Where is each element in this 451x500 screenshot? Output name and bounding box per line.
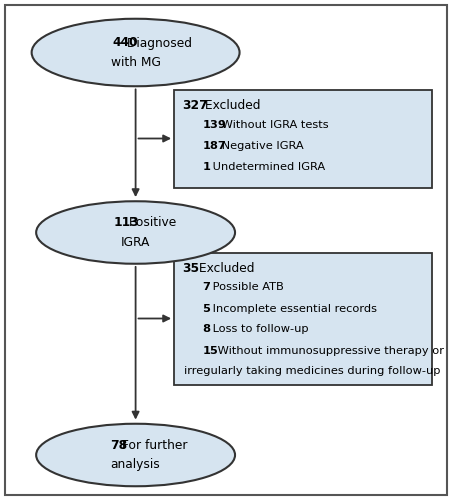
Text: Positive: Positive: [124, 216, 175, 230]
Ellipse shape: [32, 18, 239, 86]
Text: Diagnosed: Diagnosed: [123, 36, 192, 50]
FancyBboxPatch shape: [174, 90, 431, 188]
Text: Without IGRA tests: Without IGRA tests: [218, 120, 328, 130]
FancyBboxPatch shape: [174, 252, 431, 385]
Text: IGRA: IGRA: [121, 236, 150, 248]
Text: 5: 5: [202, 304, 210, 314]
Text: Possible ATB: Possible ATB: [209, 282, 283, 292]
Text: 8: 8: [202, 324, 210, 334]
Text: 139: 139: [202, 120, 226, 130]
Text: with MG: with MG: [110, 56, 160, 68]
Text: irregularly taking medicines during follow-up: irregularly taking medicines during foll…: [184, 366, 440, 376]
Text: Without immunosuppressive therapy or: Without immunosuppressive therapy or: [213, 346, 443, 356]
Text: 35: 35: [182, 262, 199, 274]
Text: 187: 187: [202, 141, 226, 151]
Text: 113: 113: [114, 216, 139, 230]
Text: 327: 327: [182, 99, 207, 112]
Ellipse shape: [36, 424, 235, 486]
Text: Incomplete essential records: Incomplete essential records: [209, 304, 377, 314]
Text: Negative IGRA: Negative IGRA: [218, 141, 303, 151]
Text: 1: 1: [202, 162, 210, 172]
Text: 15: 15: [202, 346, 218, 356]
Text: 78: 78: [110, 439, 127, 452]
Text: 7: 7: [202, 282, 210, 292]
Text: 440: 440: [112, 36, 138, 50]
Text: For further: For further: [117, 439, 187, 452]
Ellipse shape: [36, 201, 235, 264]
Text: Loss to follow-up: Loss to follow-up: [209, 324, 308, 334]
Text: analysis: analysis: [110, 458, 160, 471]
Text: Excluded: Excluded: [195, 262, 254, 274]
Text: Undetermined IGRA: Undetermined IGRA: [209, 162, 325, 172]
Text: Excluded: Excluded: [200, 99, 260, 112]
